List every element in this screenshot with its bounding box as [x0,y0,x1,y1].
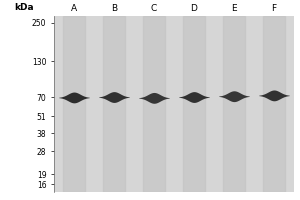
Bar [103,16,125,192]
Text: kDa: kDa [14,3,34,12]
Bar [223,16,245,192]
Bar [263,16,285,192]
Bar [63,16,85,192]
Bar [143,16,165,192]
Bar [183,16,205,192]
